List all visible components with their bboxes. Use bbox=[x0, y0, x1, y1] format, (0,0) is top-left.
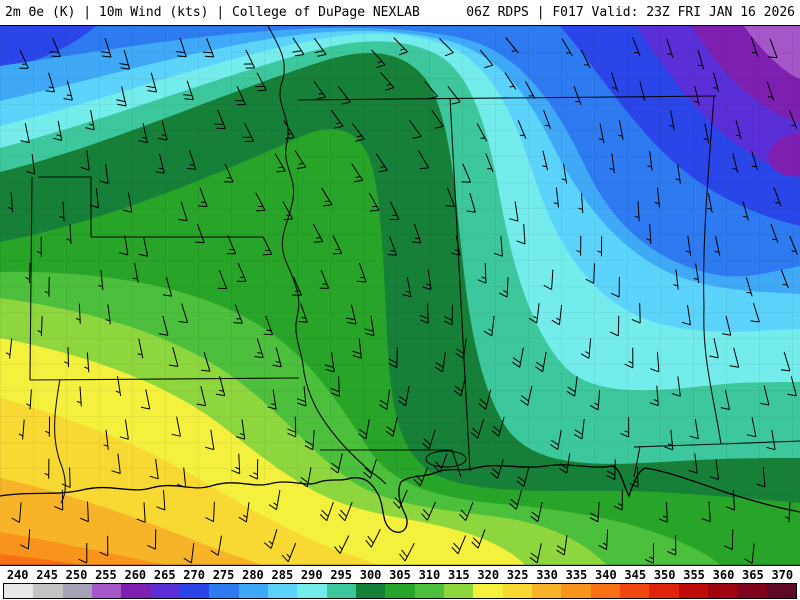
colorbar-label: 325 bbox=[506, 568, 529, 582]
colorbar-swatch bbox=[473, 584, 503, 598]
theta-e-band-335 bbox=[0, 532, 171, 566]
colorbar: 240 245 250 255 260 265 270 275 280 285 290 295 300 3… bbox=[0, 566, 800, 600]
model-run-valid-time: 06Z RDPS | F017 Valid: 23Z FRI JAN 16 20… bbox=[466, 5, 795, 20]
colorbar-swatch bbox=[297, 584, 327, 598]
colorbar-swatch bbox=[268, 584, 298, 598]
colorbar-label: 300 bbox=[359, 568, 382, 582]
colorbar-swatch bbox=[356, 584, 386, 598]
lake-pontchartrain bbox=[425, 450, 467, 468]
colorbar-label: 305 bbox=[389, 568, 411, 582]
colorbar-swatch bbox=[561, 584, 591, 598]
arkansas-louisiana-border bbox=[29, 377, 300, 381]
colorbar-strip bbox=[3, 583, 797, 599]
colorbar-label: 245 bbox=[36, 568, 58, 582]
colorbar-swatch bbox=[708, 584, 738, 598]
colorbar-label: 250 bbox=[65, 568, 88, 582]
title-bar: 2m Θe (K) | 10m Wind (kts) | College of … bbox=[0, 0, 800, 26]
florida-north-border bbox=[633, 440, 800, 478]
colorbar-swatch bbox=[678, 584, 708, 598]
colorbar-swatch bbox=[33, 584, 63, 598]
colorbar-label: 335 bbox=[565, 568, 588, 582]
colorbar-label: 330 bbox=[536, 568, 558, 582]
colorbar-label: 260 bbox=[124, 568, 147, 582]
colorbar-swatch bbox=[121, 584, 151, 598]
colorbar-label: 280 bbox=[242, 568, 264, 582]
colorbar-label: 290 bbox=[300, 568, 323, 582]
colorbar-swatch bbox=[590, 584, 620, 598]
theta-e-band-330 bbox=[0, 478, 263, 566]
colorbar-label: 295 bbox=[330, 568, 353, 582]
tennessee-south-border bbox=[297, 95, 717, 101]
colorbar-label: 315 bbox=[447, 568, 470, 582]
colorbar-label: 350 bbox=[653, 568, 676, 582]
colorbar-labels: 240 245 250 255 260 265 270 275 280 285 290 295 300 3… bbox=[3, 567, 797, 583]
colorbar-swatch bbox=[209, 584, 239, 598]
colorbar-swatch bbox=[620, 584, 650, 598]
map-area bbox=[0, 26, 800, 566]
gulf-coastline bbox=[0, 464, 800, 533]
colorbar-swatch bbox=[502, 584, 532, 598]
map-bottom-frame bbox=[0, 564, 800, 566]
colorbar-label: 285 bbox=[271, 568, 294, 582]
colorbar-swatch bbox=[649, 584, 679, 598]
product-title: 2m Θe (K) | 10m Wind (kts) | College of … bbox=[5, 5, 420, 20]
colorbar-label: 365 bbox=[742, 568, 764, 582]
colorbar-label: 255 bbox=[95, 568, 117, 582]
colorbar-label: 320 bbox=[477, 568, 500, 582]
colorbar-swatch bbox=[766, 584, 796, 598]
colorbar-swatch bbox=[326, 584, 356, 598]
colorbar-label: 345 bbox=[624, 568, 647, 582]
colorbar-label: 370 bbox=[771, 568, 794, 582]
colorbar-label: 360 bbox=[712, 568, 735, 582]
colorbar-label: 310 bbox=[418, 568, 441, 582]
theta-e-map-svg bbox=[0, 26, 800, 566]
colorbar-label: 270 bbox=[183, 568, 205, 582]
colorbar-swatch bbox=[180, 584, 210, 598]
alabama-georgia-border bbox=[703, 95, 722, 445]
louisiana-mississippi-border bbox=[320, 449, 462, 478]
county-grid bbox=[0, 26, 800, 512]
colorbar-label: 265 bbox=[153, 568, 176, 582]
theta-e-band-340 bbox=[0, 554, 86, 566]
colorbar-swatch bbox=[385, 584, 415, 598]
mississippi-river-border bbox=[267, 26, 387, 485]
colorbar-label: 355 bbox=[683, 568, 705, 582]
colorbar-swatch bbox=[92, 584, 122, 598]
mississippi-alabama-border bbox=[449, 97, 471, 472]
colorbar-swatch bbox=[532, 584, 562, 598]
colorbar-label: 275 bbox=[212, 568, 235, 582]
colorbar-label: 340 bbox=[595, 568, 617, 582]
colorbar-swatch bbox=[4, 584, 34, 598]
colorbar-swatch bbox=[62, 584, 92, 598]
colorbar-swatch bbox=[414, 584, 444, 598]
wind-barbs bbox=[5, 37, 798, 564]
colorbar-swatch bbox=[444, 584, 474, 598]
state-borders bbox=[29, 26, 800, 504]
missouri-arkansas-border bbox=[29, 176, 263, 381]
colorbar-swatch bbox=[238, 584, 268, 598]
colorbar-swatch bbox=[150, 584, 180, 598]
colorbar-swatch bbox=[737, 584, 767, 598]
colorbar-label: 240 bbox=[6, 568, 29, 582]
